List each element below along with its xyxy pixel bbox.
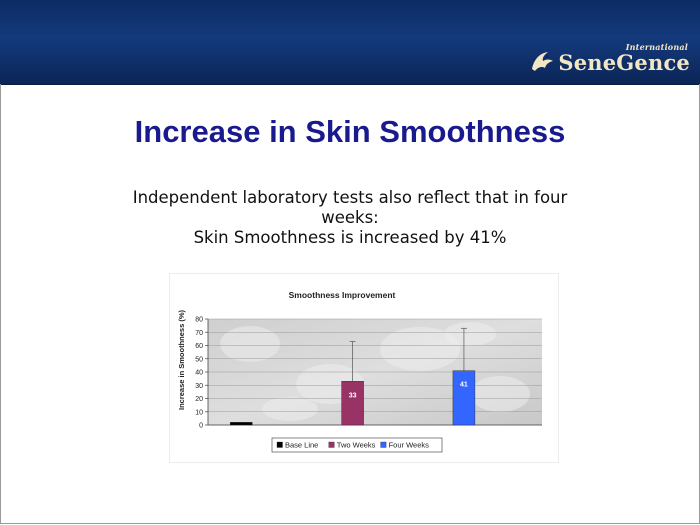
- y-tick-label: 80: [195, 317, 203, 324]
- legend-label-base-line: Base Line: [285, 441, 318, 450]
- bar-two-weeks: [341, 381, 364, 426]
- chart-legend: Base Line Two Weeks Four Weeks: [271, 437, 443, 453]
- chart-title: Smoothness Improvement: [289, 290, 396, 300]
- y-tick-label: 10: [195, 409, 203, 416]
- plot-texture: [262, 397, 318, 421]
- slide-subtitle: Independent laboratory tests also reflec…: [90, 188, 610, 248]
- slide-header-banner: SeneGence International: [0, 0, 700, 85]
- y-tick-label: 40: [195, 370, 203, 377]
- slide-title: Increase in Skin Smoothness: [134, 114, 566, 149]
- senegence-logo: SeneGence International: [528, 41, 690, 80]
- y-axis-label: Increase in Smoothness (%): [177, 309, 186, 410]
- bar-four-weeks: [452, 370, 476, 426]
- plot-area: 0 10 20 30 40 50 60 70 80 33 41: [195, 317, 542, 430]
- plot-texture: [220, 326, 280, 362]
- y-tick-label: 50: [195, 356, 203, 363]
- plot-texture: [380, 327, 460, 371]
- legend-swatch-two-weeks: [328, 441, 335, 448]
- legend-label-four-weeks: Four Weeks: [389, 441, 430, 450]
- legend-label-two-weeks: Two Weeks: [337, 441, 376, 450]
- legend-swatch-four-weeks: [380, 441, 387, 448]
- bar-base-line: [230, 422, 253, 426]
- y-tick-label: 30: [195, 383, 203, 390]
- brand-tagline: International: [625, 41, 688, 52]
- senegence-logo-icon: [532, 52, 554, 71]
- plot-texture: [470, 376, 530, 412]
- y-tick-label: 60: [195, 343, 203, 350]
- chart-svg: Smoothness Improvement Increase in Smoot…: [177, 290, 542, 453]
- y-tick-label: 70: [195, 330, 203, 337]
- legend-box: [271, 437, 443, 453]
- data-label-two-weeks: 33: [349, 392, 357, 399]
- subtitle-line: Skin Smoothness is increased by 41%: [193, 228, 507, 247]
- data-label-four-weeks: 41: [460, 382, 468, 389]
- y-tick-label: 0: [199, 423, 203, 430]
- plot-texture: [444, 322, 496, 346]
- subtitle-line: weeks:: [321, 208, 379, 227]
- legend-swatch-base-line: [276, 441, 283, 448]
- y-tick-label: 20: [195, 396, 203, 403]
- smoothness-chart: Smoothness Improvement Increase in Smoot…: [170, 274, 558, 462]
- brand-name: SeneGence International: [558, 41, 690, 75]
- subtitle-line: Independent laboratory tests also reflec…: [132, 188, 568, 207]
